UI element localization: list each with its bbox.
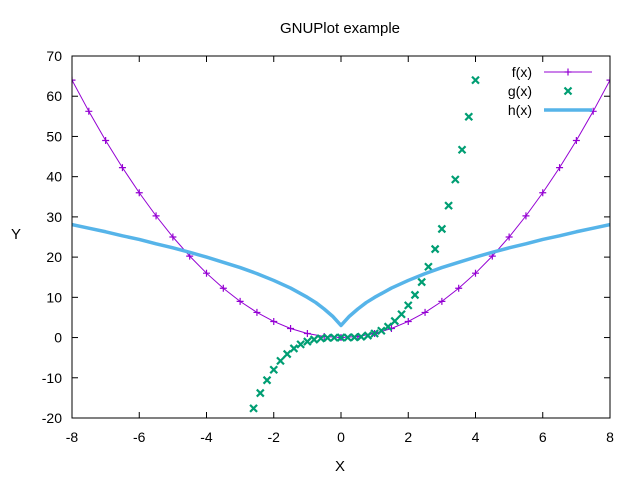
series-2-point [336,333,346,342]
y-tick-label: 10 [46,289,62,305]
series-1-point [303,330,311,338]
series-2-point [329,333,339,342]
series-3 [72,222,610,328]
y-tick-label: -10 [42,370,62,386]
y-tick-label: 70 [46,48,62,64]
series-2-point [471,75,480,85]
series-1-point [253,308,261,316]
y-tick-label: -20 [42,410,62,426]
x-tick-label: -4 [200,429,213,445]
series-1-point [219,284,227,292]
series-1-point [556,164,564,172]
series-1-point [455,284,463,292]
y-tick-label: 50 [46,128,62,144]
series-2-point [363,331,373,340]
series-2-point [377,326,386,335]
series-2-point [370,329,379,338]
series-2-point [303,337,312,346]
series-2-point [356,332,366,342]
y-tick-label: 40 [46,169,62,185]
series-2-point [444,201,453,210]
series-1-point [72,76,76,84]
series-1-point [522,212,530,220]
y-tick-label: 60 [46,88,62,104]
series-1-point [404,317,412,325]
series-2-point [323,333,332,343]
series-1-point [118,164,126,172]
series-1-point [135,189,143,197]
x-tick-label: 2 [404,429,412,445]
series-1-point [270,317,278,325]
x-axis-label: X [335,458,345,475]
series-2-point [457,145,467,154]
y-axis-label: Y [11,226,21,243]
series-2-point [296,340,305,349]
series-1-point [287,325,295,333]
series-2-point [410,290,420,300]
series-2-point [289,344,299,353]
series-1-point [85,107,93,115]
y-tick-label: 0 [54,330,62,346]
series-1-point [472,269,479,277]
series-2-point [309,335,319,344]
chart-title: GNUPlot example [280,20,400,37]
series-2-point [403,301,413,310]
series-1-point [236,297,244,305]
series-1-point [606,76,610,84]
series-2-point [269,365,279,375]
legend-swatch-marker [563,86,573,96]
series-2-point [262,375,272,385]
series-2-point [430,244,440,254]
legend-label: h(x) [508,102,532,118]
y-tick-label: 20 [46,249,62,265]
series-1-point [169,233,177,241]
series-1-point [572,136,580,144]
series-1-point [539,189,547,197]
series-2-point [249,404,258,413]
series-1-point [152,212,160,220]
x-tick-label: -8 [66,429,79,445]
series-1-point [102,136,110,144]
series-2-point [383,322,393,331]
series-1-point [421,308,429,316]
series-2-point [424,262,433,272]
series-3-line [72,222,610,328]
series-2-point [390,316,400,326]
legend-swatch-marker [564,68,572,76]
series-layer [72,75,610,413]
series-2-point [464,112,474,122]
series-1-point [203,269,210,277]
y-tick-label: 30 [46,209,62,225]
series-2-point [276,356,285,366]
series-2-point [350,333,359,342]
x-tick-label: -2 [268,429,281,445]
series-2-point [316,334,326,343]
series-1-line [72,79,610,339]
plot-frame [71,55,611,419]
x-tick-label: -6 [133,429,146,445]
series-2-point [282,349,292,359]
legend: f(x) g(x) h(x) [508,64,592,118]
series-2-point [397,309,406,319]
legend-label: f(x) [512,64,532,80]
series-1-point [505,233,513,241]
x-tick-label: 4 [472,429,480,445]
series-2-point [451,175,460,184]
x-tick-label: 0 [337,429,345,445]
series-2-point [417,277,426,287]
series-2-point [437,224,447,234]
series-2-point [256,388,265,398]
legend-label: g(x) [508,83,532,99]
x-tick-label: 8 [606,429,614,445]
series-2-point [343,333,353,342]
series-2 [249,75,480,413]
x-tick-label: 6 [539,429,547,445]
series-1-point [438,297,446,305]
